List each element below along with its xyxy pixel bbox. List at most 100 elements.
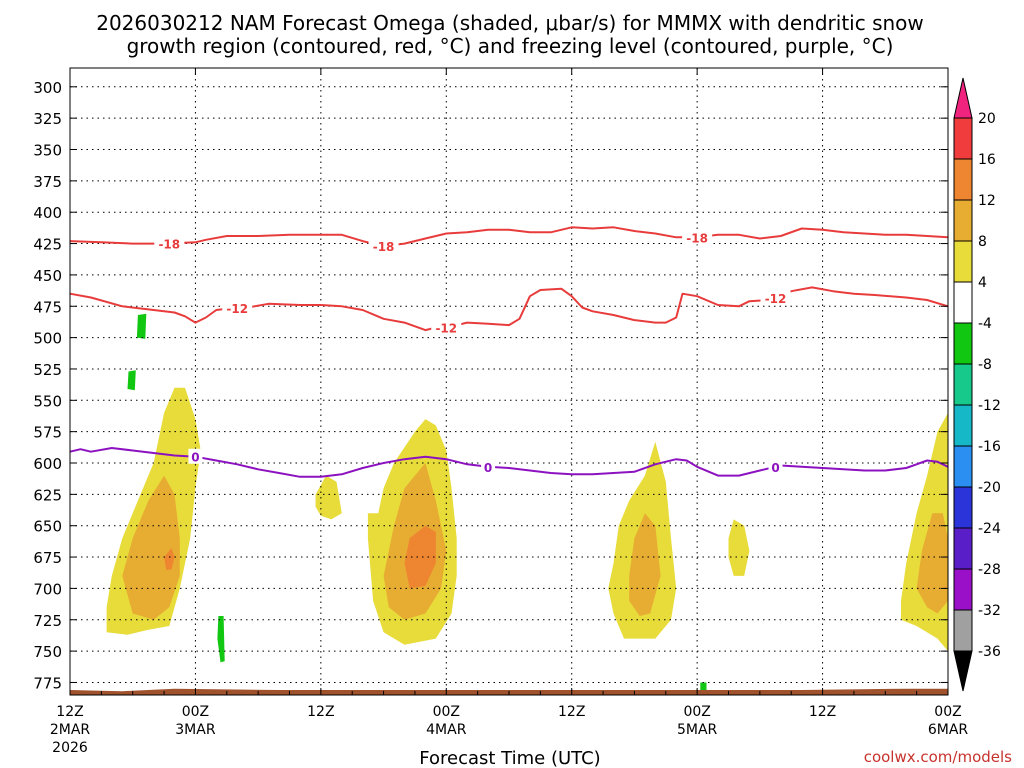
omega-region-5 (404, 525, 436, 589)
y-tick-label: 400 (33, 204, 62, 222)
y-tick-label: 425 (33, 236, 62, 254)
colorbar-label: 8 (978, 234, 987, 250)
contour-label: 0 (191, 451, 199, 465)
colorbar-arrow-top (953, 77, 973, 119)
colorbar-segment (953, 363, 973, 406)
colorbar-segment (953, 445, 973, 488)
x-tick-label-time: 12Z (56, 704, 83, 720)
y-tick-label: 500 (33, 330, 62, 348)
omega-region-12 (136, 313, 147, 339)
contour-label: -12 (765, 292, 787, 306)
contour-label-bg (368, 238, 399, 254)
colorbar-label: -8 (978, 357, 992, 373)
colorbar-label: -4 (978, 316, 992, 332)
colorbar-label: 4 (978, 275, 987, 291)
contour-label: -18 (158, 237, 180, 251)
y-tick-label: 750 (33, 643, 62, 661)
contour-label: -18 (373, 240, 395, 254)
omega-region-9 (728, 519, 750, 576)
contour-label-bg (768, 458, 783, 474)
y-tick-label: 650 (33, 518, 62, 536)
y-tick-label: 350 (33, 142, 62, 160)
y-tick-label: 600 (33, 455, 62, 473)
contour-label: -18 (686, 231, 708, 245)
colorbar-segment (953, 609, 973, 652)
colorbar-label: -12 (978, 398, 1001, 414)
colorbar-segment (953, 322, 973, 365)
contour-line-0 (69, 226, 949, 248)
x-tick-label-date: 2MAR (50, 722, 91, 738)
y-tick-label: 475 (33, 298, 62, 316)
x-tick-label-date: 6MAR (928, 722, 969, 738)
y-tick-label: 325 (33, 110, 62, 128)
y-tick-label: 625 (33, 486, 62, 504)
y-tick-label: 725 (33, 612, 62, 630)
x-tick-label-date: 4MAR (426, 722, 467, 738)
x-tick-label-time: 00Z (433, 704, 460, 720)
colorbar-label: -20 (978, 480, 1001, 496)
omega-region-2 (164, 548, 175, 570)
y-tick-label: 550 (33, 392, 62, 410)
omega-region-8 (629, 513, 661, 616)
y-tick-label: 300 (33, 79, 62, 97)
contour-label-bg (188, 448, 203, 464)
contour-label: 0 (771, 461, 779, 475)
colorbar-label: -16 (978, 439, 1001, 455)
contour-label-bg (154, 235, 185, 251)
colorbar-label: -36 (978, 644, 1001, 660)
colorbar-arrow-bottom (953, 650, 973, 692)
y-tick-label: 450 (33, 267, 62, 285)
colorbar-label: 20 (978, 111, 996, 127)
contour-label-bg (431, 319, 462, 335)
x-tick-label-date: 5MAR (677, 722, 718, 738)
contour-label: 0 (484, 461, 492, 475)
plot-area: -18 -18 -18 -12 -12 -12 0 0 0 (69, 68, 949, 695)
colorbar-segment (953, 158, 973, 201)
x-tick-label-year: 2026 (52, 740, 88, 756)
contour-label-bg (481, 458, 496, 474)
x-axis-title: Forecast Time (UTC) (419, 748, 600, 768)
credit-link[interactable]: coolwx.com/models (864, 748, 1012, 766)
contour-line-2 (69, 447, 949, 478)
axes: 300 325 350 375 400 425 450 475 500 525 550 575 600 6… (33, 67, 969, 756)
plot-background (70, 68, 948, 695)
omega-region-1 (122, 475, 180, 620)
x-tick-label-time: 12Z (307, 704, 334, 720)
x-tick-label-time: 12Z (809, 704, 836, 720)
y-tick-label: 675 (33, 549, 62, 567)
colorbar-segment (953, 117, 973, 160)
colorbar-segment (953, 568, 973, 611)
colorbar-segment (953, 281, 973, 324)
x-tick-label-time: 00Z (683, 704, 710, 720)
colorbar-segment (953, 404, 973, 447)
y-tick-label: 575 (33, 424, 62, 442)
colorbar-segment (953, 527, 973, 570)
x-tick-label-time: 00Z (182, 704, 209, 720)
y-tick-label: 525 (33, 361, 62, 379)
contour-label: -12 (435, 322, 457, 336)
colorbar-label: -32 (978, 603, 1001, 619)
y-tick-label: 700 (33, 580, 62, 598)
y-tick-label: 375 (33, 173, 62, 191)
chart-title-line-2: growth region (contoured, red, °C) and f… (127, 34, 894, 58)
x-tick-label-date: 3MAR (175, 722, 216, 738)
colorbar-segment (953, 199, 973, 242)
contour-label-bg (682, 229, 713, 245)
colorbar-label: 16 (978, 152, 996, 168)
x-tick-label-time: 12Z (558, 704, 585, 720)
colorbar-segment (953, 240, 973, 283)
x-tick-label-time: 00Z (934, 704, 961, 720)
omega-region-6 (315, 475, 342, 520)
colorbar-segment (953, 486, 973, 529)
colorbar: 20 16 12 8 4 -4 -8 -12 -16 -20 -24 -28 -32 -36 (953, 77, 1001, 692)
contour-label-bg (222, 300, 253, 316)
colorbar-label: -28 (978, 562, 1001, 578)
contour-label: -12 (226, 302, 248, 316)
y-tick-label: 775 (33, 674, 62, 692)
contour-label-bg (760, 289, 791, 305)
colorbar-label: -24 (978, 521, 1001, 537)
chart-title-line-1: 2026030212 NAM Forecast Omega (shaded, μ… (96, 11, 924, 35)
colorbar-label: 12 (978, 193, 996, 209)
omega-region-13 (127, 370, 136, 391)
